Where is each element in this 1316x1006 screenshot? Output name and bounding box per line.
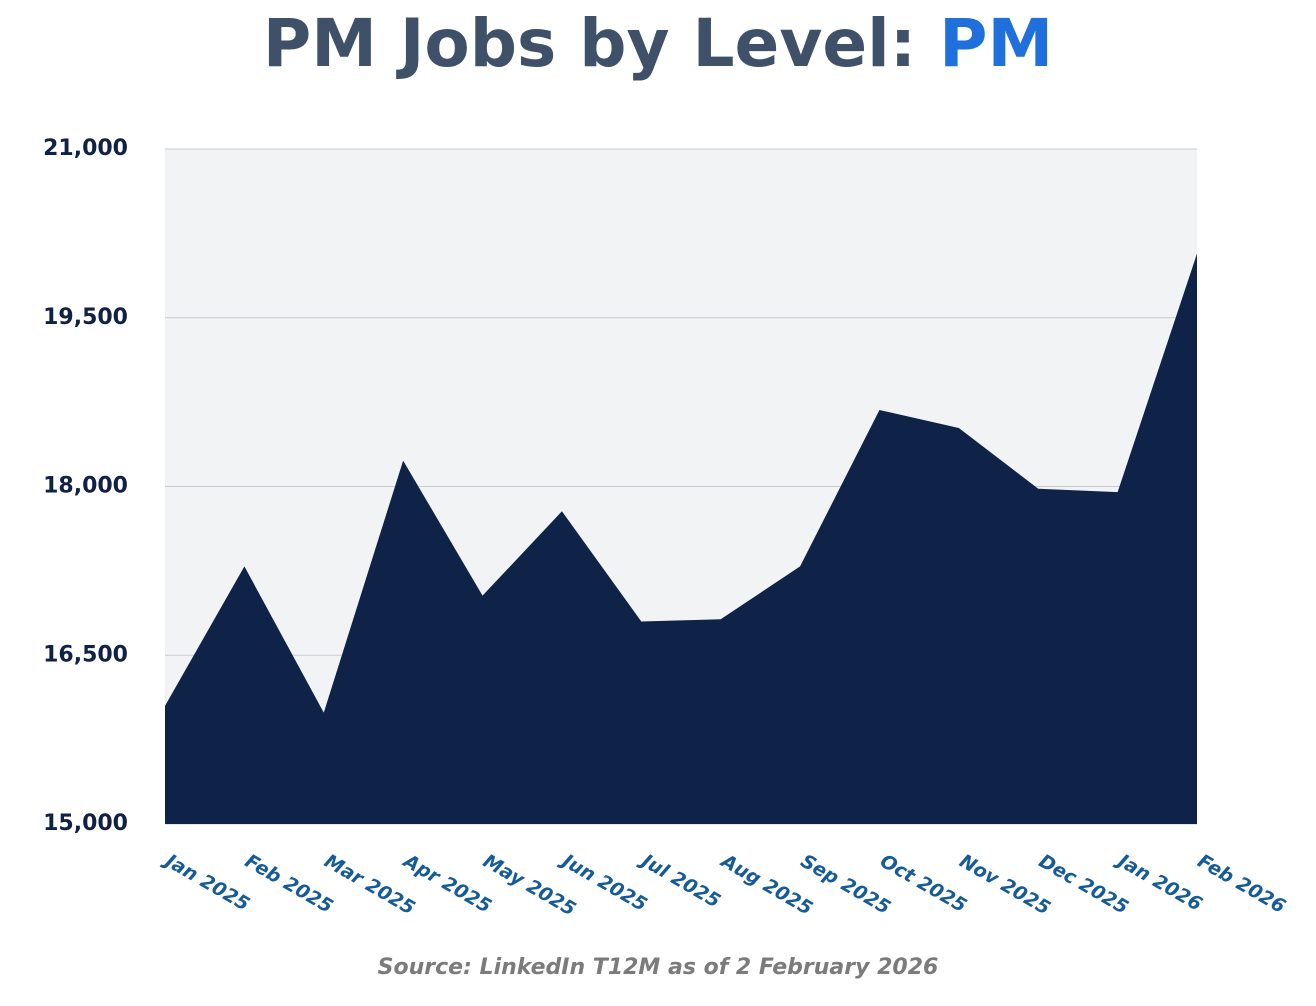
- source-note: Source: LinkedIn T12M as of 2 February 2…: [378, 955, 939, 980]
- y-tick-label: 15,000: [43, 811, 128, 836]
- chart-title: PM Jobs by Level: PM: [263, 5, 1053, 82]
- x-tick-label: Oct 2025: [876, 850, 970, 917]
- title-highlight: PM: [939, 5, 1053, 82]
- x-tick-label: Dec 2025: [1035, 850, 1132, 919]
- x-tick-label: Aug 2025: [716, 849, 816, 920]
- y-tick-label: 18,000: [43, 474, 128, 499]
- x-tick-label: Jan 2025: [158, 848, 253, 916]
- x-tick-label: Jul 2025: [635, 848, 724, 912]
- title-main: PM Jobs by Level:: [263, 5, 916, 82]
- x-tick-label: Feb 2026: [1194, 850, 1289, 918]
- y-tick-label: 21,000: [43, 136, 128, 161]
- x-tick-label: Feb 2025: [241, 850, 336, 918]
- y-tick-label: 16,500: [43, 642, 128, 667]
- y-tick-label: 19,500: [43, 305, 128, 330]
- area: [165, 253, 1197, 824]
